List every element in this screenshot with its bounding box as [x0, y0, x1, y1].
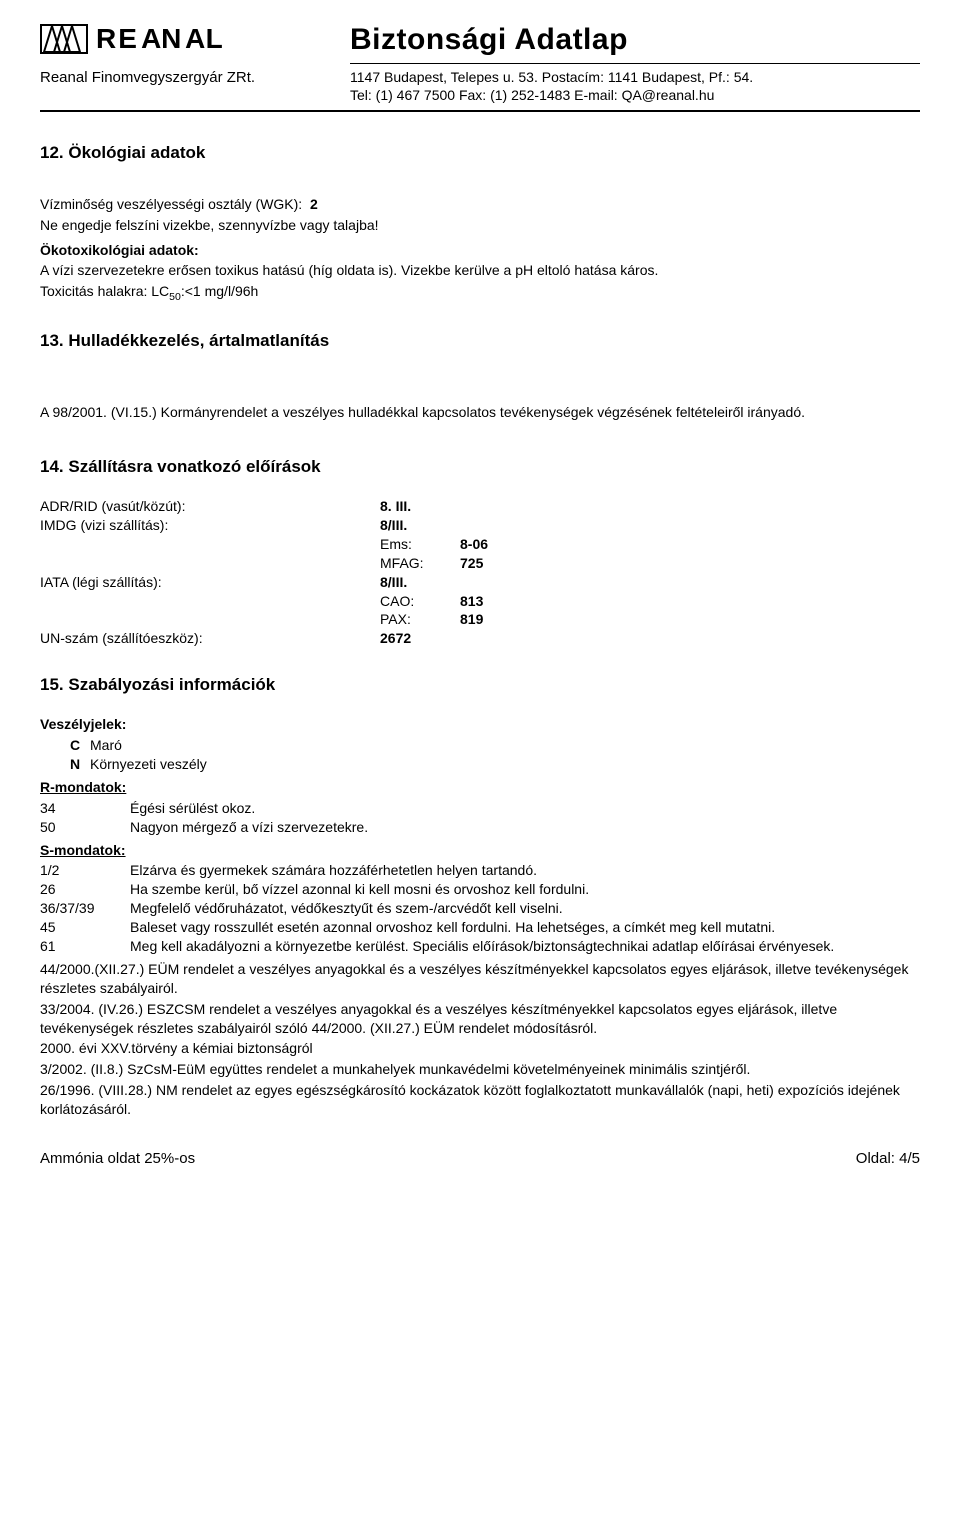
cao-value: 813 [460, 592, 520, 611]
s26-text: Ha szembe kerül, bő vízzel azonnal ki ke… [130, 880, 920, 899]
s61-text: Meg kell akadályozni a környezetbe kerül… [130, 937, 920, 956]
ems-row: Ems: 8-06 [40, 535, 920, 554]
contact-line-1: 1147 Budapest, Telepes u. 53. Postacím: … [350, 68, 920, 86]
s45-row: 45 Baleset vagy rosszullét esetén azonna… [40, 918, 920, 937]
section-15-title: 15. Szabályozási információk [40, 674, 920, 697]
shipping-table: ADR/RID (vasút/közút): 8. III. IMDG (viz… [40, 497, 920, 648]
logo-text: REANAL [96, 20, 225, 58]
r34-code: 34 [40, 799, 130, 818]
document-title: Biztonsági Adatlap [350, 20, 920, 61]
hazard-c-code: C [40, 736, 90, 755]
mfag-row: MFAG: 725 [40, 554, 920, 573]
un-label: UN-szám (szállítóeszköz): [40, 629, 380, 648]
r34-row: 34 Égési sérülést okoz. [40, 799, 920, 818]
hazard-n-row: N Környezeti veszély [40, 755, 920, 774]
hazard-n-code: N [40, 755, 90, 774]
r-phrases-heading: R-mondatok: [40, 778, 920, 797]
iata-value: 8/III. [380, 573, 500, 592]
regulation-3: 2000. évi XXV.törvény a kémiai biztonság… [40, 1039, 920, 1058]
pax-label: PAX: [380, 610, 460, 629]
mfag-value: 725 [460, 554, 520, 573]
wgk-label: Vízminőség veszélyességi osztály (WGK): [40, 196, 302, 212]
logo-block: REANAL Reanal Finomvegyszergyár ZRt. [40, 20, 330, 88]
cao-row: CAO: 813 [40, 592, 920, 611]
section-13-body: A 98/2001. (VI.15.) Kormányrendelet a ve… [40, 403, 920, 422]
company-name: Reanal Finomvegyszergyár ZRt. [40, 68, 330, 88]
un-value: 2672 [380, 629, 500, 648]
iata-label: IATA (légi szállítás): [40, 573, 380, 592]
footer-page: Oldal: 4/5 [856, 1149, 920, 1169]
ecotox-line2: Toxicitás halakra: LC50:<1 mg/l/96h [40, 282, 920, 304]
imdg-label: IMDG (vizi szállítás): [40, 516, 380, 535]
s61-row: 61 Meg kell akadályozni a környezetbe ke… [40, 937, 920, 956]
r50-code: 50 [40, 818, 130, 837]
cao-label: CAO: [380, 592, 460, 611]
regulation-1: 44/2000.(XII.27.) EÜM rendelet a veszély… [40, 960, 920, 998]
document-header: REANAL Reanal Finomvegyszergyár ZRt. Biz… [40, 20, 920, 104]
s26-code: 26 [40, 880, 130, 899]
hazard-c-text: Maró [90, 736, 920, 755]
ecotox-line1: A vízi szervezetekre erősen toxikus hatá… [40, 261, 920, 280]
ecotox-heading: Ökotoxikológiai adatok: [40, 241, 920, 260]
section-13-title: 13. Hulladékkezelés, ártalmatlanítás [40, 330, 920, 353]
header-separator [40, 110, 920, 112]
s36-row: 36/37/39 Megfelelő védőruházatot, védőke… [40, 899, 920, 918]
page-footer: Ammónia oldat 25%-os Oldal: 4/5 [40, 1149, 920, 1169]
s-phrases-heading: S-mondatok: [40, 841, 920, 860]
adr-value: 8. III. [380, 497, 500, 516]
regulation-4: 3/2002. (II.8.) SzCsM-EüM együttes rende… [40, 1060, 920, 1079]
regulation-2: 33/2004. (IV.26.) ESZCSM rendelet a vesz… [40, 1000, 920, 1038]
hazard-heading: Veszélyjelek: [40, 715, 920, 734]
pax-value: 819 [460, 610, 520, 629]
r34-text: Égési sérülést okoz. [130, 799, 920, 818]
title-rule [350, 63, 920, 64]
section-12-body: Vízminőség veszélyességi osztály (WGK): … [40, 195, 920, 305]
adr-row: ADR/RID (vasút/közút): 8. III. [40, 497, 920, 516]
imdg-value: 8/III. [380, 516, 500, 535]
un-row: UN-szám (szállítóeszköz): 2672 [40, 629, 920, 648]
wgk-value: 2 [310, 196, 318, 212]
iata-row: IATA (légi szállítás): 8/III. [40, 573, 920, 592]
s12-line2: Ne engedje felszíni vizekbe, szennyvízbe… [40, 216, 920, 235]
r50-row: 50 Nagyon mérgező a vízi szervezetekre. [40, 818, 920, 837]
adr-label: ADR/RID (vasút/közút): [40, 497, 380, 516]
s1-2-text: Elzárva és gyermekek számára hozzáférhet… [130, 861, 920, 880]
s45-code: 45 [40, 918, 130, 937]
ems-value: 8-06 [460, 535, 520, 554]
mfag-label: MFAG: [380, 554, 460, 573]
section-14-title: 14. Szállításra vonatkozó előírások [40, 456, 920, 479]
footer-product: Ammónia oldat 25%-os [40, 1149, 195, 1169]
s36-text: Megfelelő védőruházatot, védőkesztyűt és… [130, 899, 920, 918]
pax-row: PAX: 819 [40, 610, 920, 629]
logo-row: REANAL [40, 20, 330, 58]
hazard-c-row: C Maró [40, 736, 920, 755]
title-block: Biztonsági Adatlap 1147 Budapest, Telepe… [350, 20, 920, 104]
hazard-n-text: Környezeti veszély [90, 755, 920, 774]
regulation-5: 26/1996. (VIII.28.) NM rendelet az egyes… [40, 1081, 920, 1119]
section-12-title: 12. Ökológiai adatok [40, 142, 920, 165]
s36-code: 36/37/39 [40, 899, 130, 918]
s45-text: Baleset vagy rosszullét esetén azonnal o… [130, 918, 920, 937]
s61-code: 61 [40, 937, 130, 956]
r50-text: Nagyon mérgező a vízi szervezetekre. [130, 818, 920, 837]
s1-2-row: 1/2 Elzárva és gyermekek számára hozzáfé… [40, 861, 920, 880]
s1-2-code: 1/2 [40, 861, 130, 880]
contact-line-2: Tel: (1) 467 7500 Fax: (1) 252-1483 E-ma… [350, 86, 920, 104]
wgk-line: Vízminőség veszélyességi osztály (WGK): … [40, 195, 920, 214]
s26-row: 26 Ha szembe kerül, bő vízzel azonnal ki… [40, 880, 920, 899]
ems-label: Ems: [380, 535, 460, 554]
company-logo-icon [40, 24, 88, 54]
imdg-row: IMDG (vizi szállítás): 8/III. [40, 516, 920, 535]
